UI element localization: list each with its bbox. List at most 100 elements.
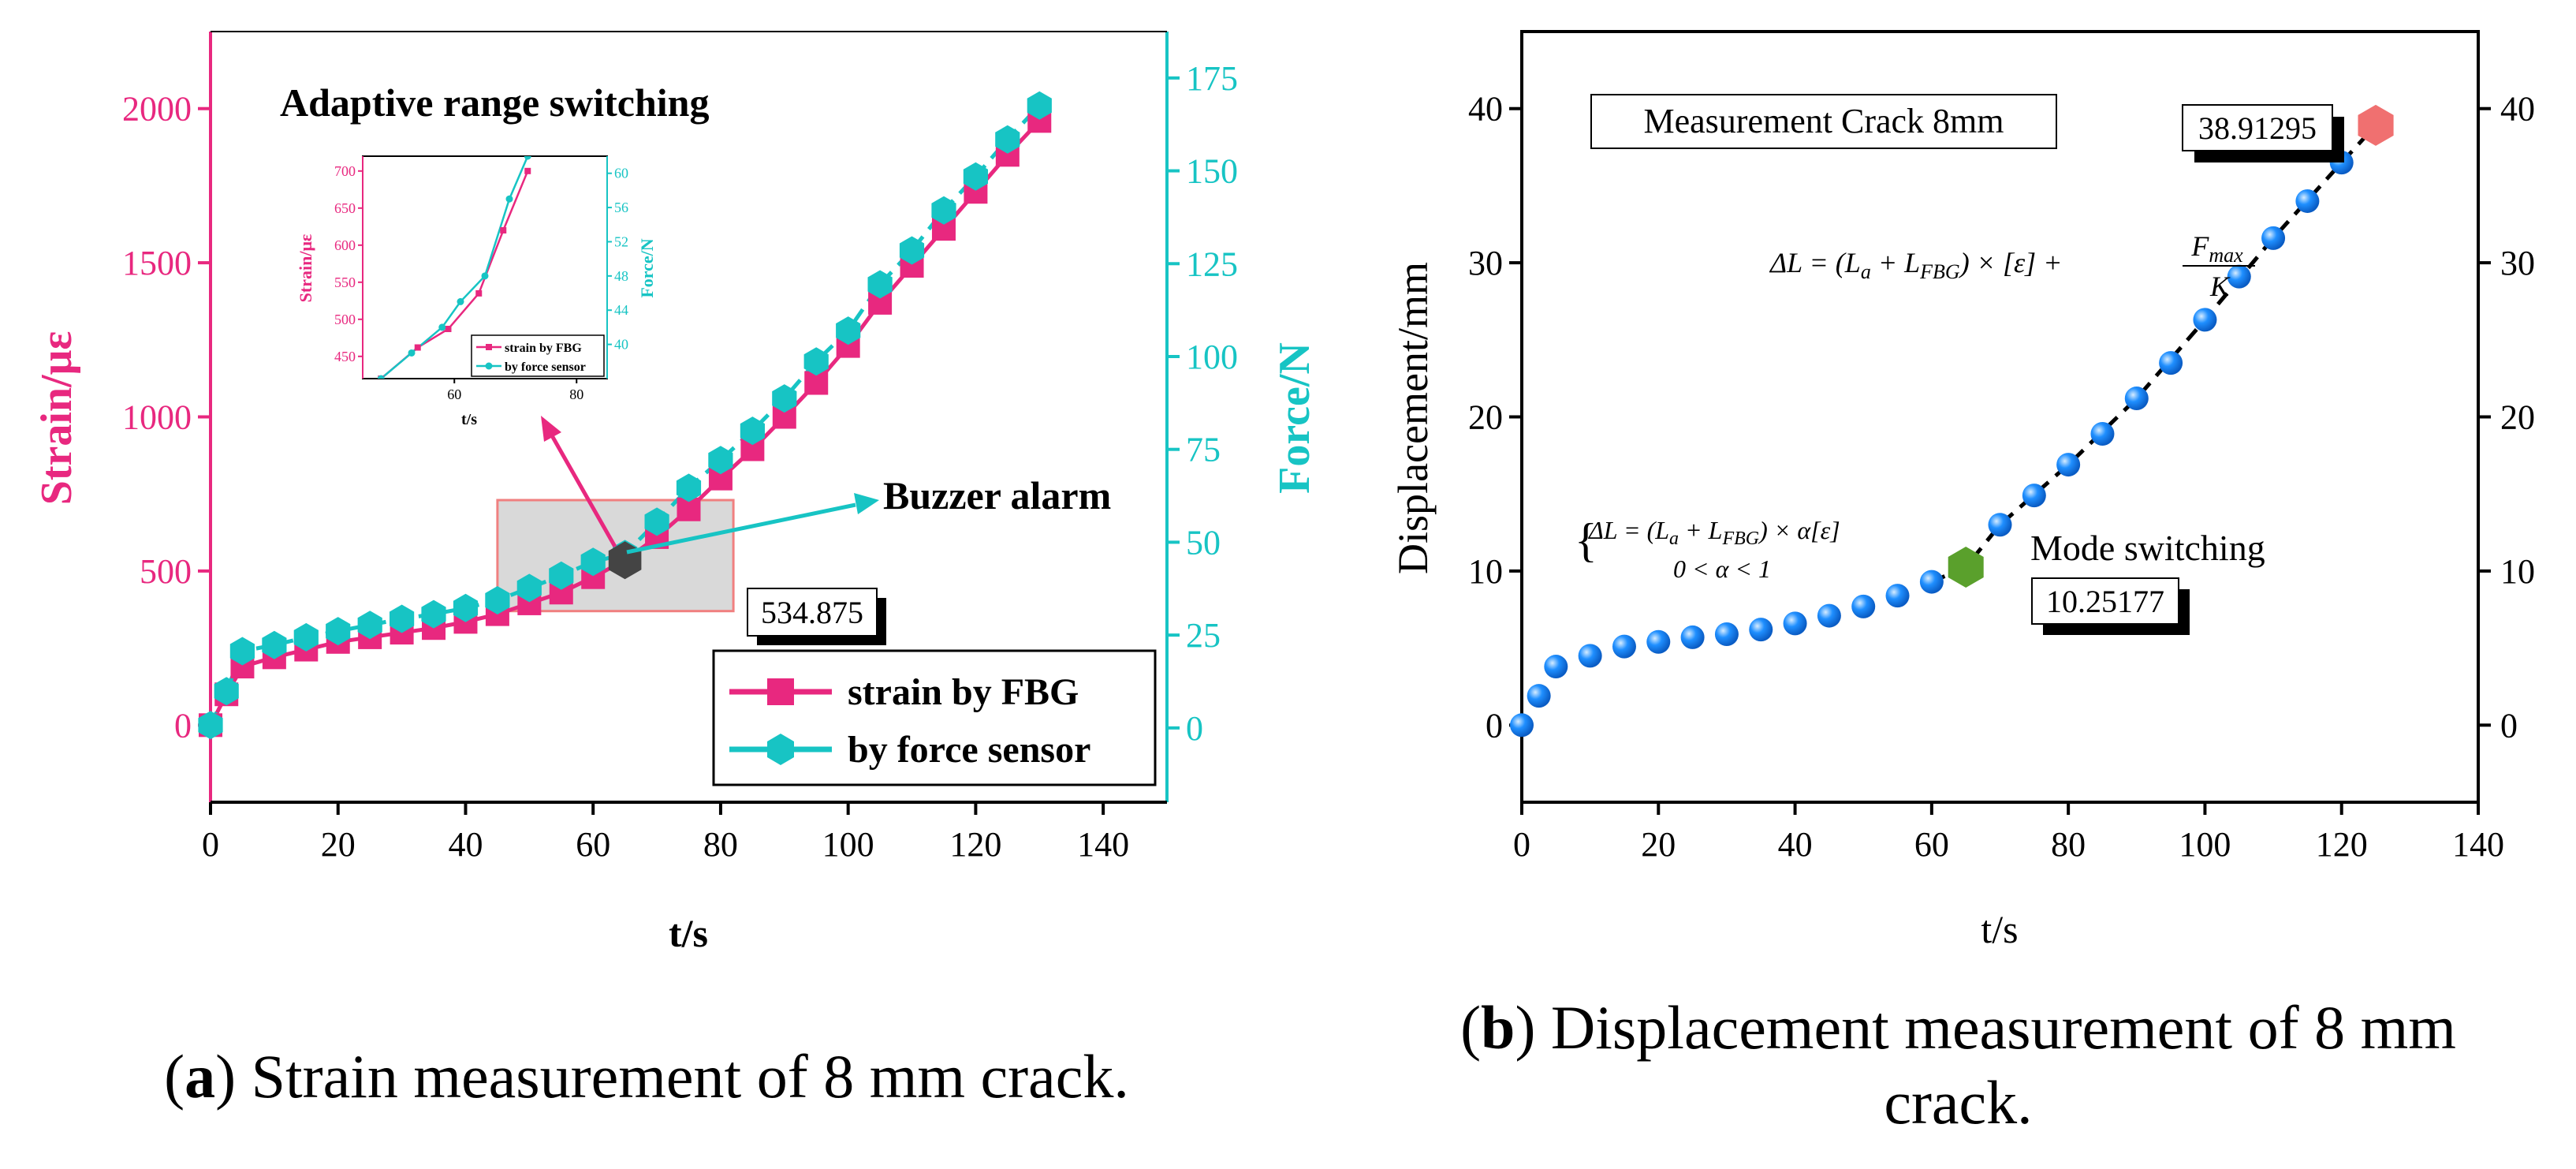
b-displacement-point xyxy=(1749,618,1773,642)
b-displacement-point xyxy=(1919,570,1944,594)
a-inset-ytick-label: 650 xyxy=(334,200,356,216)
a-force-point xyxy=(644,507,669,536)
a-force-point xyxy=(740,416,765,446)
a-inset-y2tick-label: 40 xyxy=(614,337,628,353)
a-force-point xyxy=(803,347,829,376)
a-xtick-label: 140 xyxy=(1077,825,1129,864)
a-xtick-label: 40 xyxy=(448,825,483,864)
b-formula-left: { ΔL = (La + LFBG) × α[ε] 0 < α < 1 xyxy=(1575,514,1840,583)
a-inset-legend-force-label: by force sensor xyxy=(505,360,586,374)
a-inset-xtick-label: 60 xyxy=(447,387,461,402)
b-trend-line xyxy=(1930,124,2377,584)
a-series xyxy=(198,91,1052,740)
b-y2tick-label: 10 xyxy=(2500,552,2535,591)
a-inset-ytick-label: 700 xyxy=(334,163,356,179)
b-displacement-point xyxy=(1714,622,1739,647)
b-title-box xyxy=(1590,94,2057,149)
svg-text:ΔL = (La + LFBG) × α[ε]: ΔL = (La + LFBG) × α[ε] xyxy=(1587,516,1840,549)
a-inset-strain-point xyxy=(500,227,507,233)
a-inset-y2tick-label: 44 xyxy=(614,302,628,318)
a-force-point xyxy=(293,622,319,652)
b-displacement-point xyxy=(1885,584,1910,608)
b-y2tick-label: 30 xyxy=(2500,244,2535,282)
b-displacement-point xyxy=(1510,713,1534,738)
a-inset-force-point xyxy=(408,349,416,357)
a-force-point xyxy=(708,446,733,475)
a-value-box xyxy=(747,588,878,637)
caption-b: (b) Displacement measurement of 8 mm crac… xyxy=(1460,993,2456,1137)
panel-b: 0 20 40 60 80 100 120 140 0 0 10 10 20 20 30 30 40 40 t/s… xyxy=(1389,30,2535,951)
caption-a: (a) Strain measurement of 8 mm crack. xyxy=(164,1042,1129,1111)
a-force-point xyxy=(963,162,988,191)
svg-text:ΔL = (La + LFBG) × [ε] +: ΔL = (La + LFBG) × [ε] + xyxy=(1769,247,2062,283)
a-ytick-label: 500 xyxy=(140,552,192,591)
b-end-value-box xyxy=(2182,104,2333,151)
b-displacement-point xyxy=(1527,684,1551,708)
a-force-point xyxy=(229,637,255,666)
b-displacement-point xyxy=(1680,625,1705,649)
a-force-point xyxy=(580,547,606,577)
b-y-label: Displacement/mm xyxy=(1389,262,1437,574)
caption-a-letter: a xyxy=(185,1042,216,1111)
b-displacement-point xyxy=(2295,189,2320,213)
a-inset-y-label: Strain/με xyxy=(296,234,315,303)
b-ytick-label: 10 xyxy=(1468,552,1503,591)
a-inset-ytick-label: 500 xyxy=(334,312,356,327)
b-displacement-point xyxy=(1544,655,1568,679)
b-ticks: 0 20 40 60 80 100 120 140 0 0 10 10 20 20 30 30 40 40 xyxy=(1468,90,2535,864)
svg-text:Fmax: Fmax xyxy=(2190,230,2243,267)
caption-a-text: Strain measurement of 8 mm crack. xyxy=(251,1042,1129,1111)
b-xtick-label: 60 xyxy=(1914,825,1949,864)
a-alarm-arrow-pink xyxy=(544,424,617,548)
a-inset-ytick-label: 550 xyxy=(334,275,356,290)
b-x-label: t/s xyxy=(1981,907,2018,951)
a-y2tick-label: 150 xyxy=(1186,152,1238,191)
b-displacement-point xyxy=(1646,629,1671,654)
a-inset-force-point xyxy=(457,297,464,305)
a-legend-force-label: by force sensor xyxy=(848,729,1090,771)
b-xtick-label: 20 xyxy=(1641,825,1676,864)
a-x-label: t/s xyxy=(669,911,708,955)
svg-text:0 < α < 1: 0 < α < 1 xyxy=(1673,555,1771,583)
b-xtick-label: 0 xyxy=(1513,825,1530,864)
svg-text:{: { xyxy=(1575,514,1597,566)
b-y2tick-label: 0 xyxy=(2500,706,2518,745)
a-xtick-label: 60 xyxy=(576,825,610,864)
caption-b-letter: b xyxy=(1481,993,1515,1062)
a-force-point xyxy=(899,236,925,265)
b-ytick-label: 40 xyxy=(1468,90,1503,129)
b-switch-point xyxy=(1948,547,1984,588)
a-ytick-label: 0 xyxy=(174,706,192,745)
b-switch-value-label: 10.25177 xyxy=(2046,584,2164,619)
a-y2tick-label: 75 xyxy=(1186,431,1221,469)
a-legend-force-marker xyxy=(767,734,794,765)
a-inset-ytick-label: 450 xyxy=(334,349,356,364)
a-y2tick-label: 175 xyxy=(1186,59,1238,98)
a-inset-strain-point xyxy=(524,167,531,174)
a-inset-y2tick-label: 60 xyxy=(614,166,628,181)
a-force-point xyxy=(995,125,1020,154)
a-y2tick-label: 100 xyxy=(1186,338,1238,376)
a-legend: strain by FBG by force sensor xyxy=(712,649,1157,786)
b-y2tick-label: 20 xyxy=(2500,398,2535,437)
svg-text:K: K xyxy=(2209,271,2231,302)
a-force-point xyxy=(516,573,542,603)
a-xtick-label: 0 xyxy=(202,825,219,864)
a-inset-x-label: t/s xyxy=(461,411,477,428)
a-inset-force-point xyxy=(505,195,513,203)
a-y2tick-label: 125 xyxy=(1186,245,1238,283)
b-y2tick-label: 40 xyxy=(2500,90,2535,129)
a-legend-frame xyxy=(712,649,1157,786)
panel-a: 0 20 40 60 80 100 120 140 0 500 1000 1500 2000 0 25 50 7… xyxy=(32,31,1319,955)
a-ytick-label: 1000 xyxy=(122,398,192,437)
a-force-point xyxy=(485,586,510,614)
a-xtick-label: 80 xyxy=(703,825,738,864)
b-ytick-label: 20 xyxy=(1468,398,1503,437)
a-force-point xyxy=(198,711,223,740)
a-y2tick-label: 25 xyxy=(1186,616,1221,655)
b-ytick-label: 30 xyxy=(1468,244,1503,282)
a-inset-force-point xyxy=(481,272,489,280)
a-inset-strain-point xyxy=(445,326,452,333)
a-y2tick-label: 50 xyxy=(1186,523,1221,562)
b-displacement-point xyxy=(2124,387,2149,411)
